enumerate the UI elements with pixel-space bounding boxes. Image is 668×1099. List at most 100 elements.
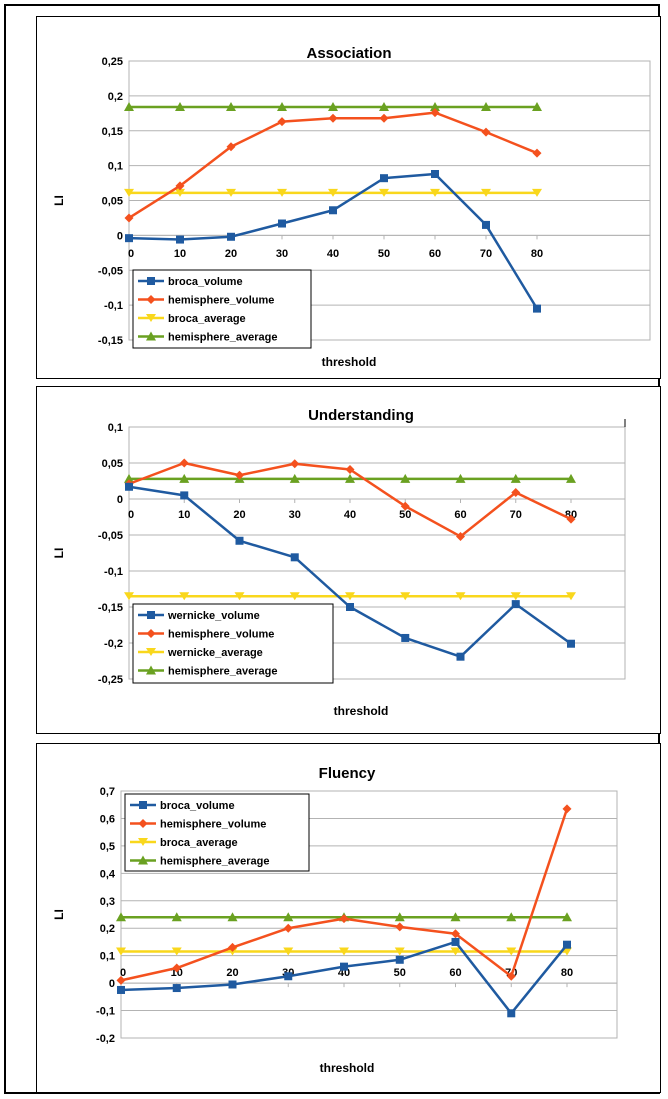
- association-point-hemisphere_volume: [124, 213, 134, 223]
- fluency-point-hemisphere_average: [227, 912, 238, 922]
- understanding-point-hemisphere_average: [455, 473, 466, 483]
- fluency-point-hemisphere_volume: [228, 942, 237, 952]
- fluency-y-tick-label: -0,1: [96, 1006, 115, 1018]
- fluency-legend-marker: [138, 838, 148, 846]
- figure-frame: -0,15 -0,1 -0,05 0 0,05 0,1 0,15 0,2 0,25 0 10 20 30…: [4, 4, 661, 1094]
- understanding-legend-marker: [146, 648, 156, 656]
- fluency-point-hemisphere_average: [562, 912, 572, 922]
- fluency-series-broca_average: [116, 947, 572, 956]
- fluency-y-tick-label: 0: [109, 978, 115, 990]
- understanding-legend-marker: [146, 629, 156, 638]
- association-point-broca_average: [379, 188, 389, 197]
- association-series-hemisphere_average: [124, 102, 542, 112]
- fluency-point-broca_volume: [172, 984, 181, 993]
- fluency-point-hemisphere_average: [283, 912, 294, 922]
- understanding-series-hemisphere_volume: [124, 458, 576, 541]
- association-title: Association: [306, 45, 391, 62]
- fluency-chart-panel: -0,2-0,100,10,20,30,40,50,60,70102030405…: [36, 743, 661, 1093]
- understanding-point-hemisphere_average: [566, 473, 576, 483]
- understanding-legend-marker: [147, 611, 155, 619]
- understanding-point-wernicke_average: [566, 592, 576, 601]
- understanding-y-tick-label: 0,05: [102, 458, 123, 470]
- understanding-x-tick-label: 0: [128, 509, 134, 521]
- fluency-point-broca_volume: [117, 985, 125, 994]
- understanding-x-tick-label: 70: [510, 509, 522, 521]
- fluency-point-hemisphere_volume: [116, 975, 126, 985]
- fluency-point-hemisphere_volume: [339, 914, 349, 924]
- association-point-hemisphere_average: [481, 102, 491, 112]
- association-point-broca_average: [124, 188, 134, 197]
- fluency-point-hemisphere_volume: [506, 971, 516, 981]
- understanding-point-hemisphere_average: [289, 473, 300, 483]
- association-chart-panel: -0,15 -0,1 -0,05 0 0,05 0,1 0,15 0,2 0,25 0 10 20 30…: [36, 16, 661, 379]
- understanding-point-wernicke_average: [400, 592, 411, 601]
- association-chart: -0,15 -0,1 -0,05 0 0,05 0,1 0,15 0,2 0,25 0 10 20 30…: [52, 45, 651, 369]
- understanding-x-tick-label: 60: [454, 509, 466, 521]
- understanding-x-tick-label: 20: [233, 509, 245, 521]
- association-x-tick-label: 20: [225, 248, 237, 260]
- fluency-point-hemisphere_volume: [562, 804, 572, 814]
- association-point-broca_average: [481, 188, 491, 197]
- fluency-y-tick-label: 0,6: [100, 813, 115, 825]
- association-y-tick-label: -0,05: [98, 265, 123, 277]
- understanding-point-wernicke_volume: [346, 603, 354, 611]
- understanding-point-wernicke_average: [234, 592, 245, 601]
- fluency-y-tick-label: 0,3: [100, 896, 115, 908]
- fluency-legend: broca_volume hemisphere_volume broca_avera…: [124, 793, 310, 872]
- understanding-y-tick-label: -0,05: [98, 530, 123, 542]
- association-point-broca_average: [175, 188, 185, 197]
- association-point-broca_average: [277, 188, 287, 197]
- understanding-series-hemisphere_average: [124, 473, 576, 483]
- association-point-broca_average: [430, 188, 440, 197]
- association-legend-marker: [147, 277, 155, 285]
- association-point-hemisphere_average: [175, 102, 185, 112]
- fluency-point-hemisphere_volume: [395, 922, 405, 932]
- association-point-broca_volume: [482, 220, 490, 229]
- fluency-series-hemisphere_volume: [116, 804, 572, 985]
- association-point-broca_volume: [329, 206, 337, 215]
- understanding-x-tick-label: 50: [399, 509, 411, 521]
- fluency-legend-box: [124, 793, 310, 872]
- understanding-point-wernicke_average: [179, 592, 190, 601]
- association-y-tick-label: 0,2: [108, 91, 123, 103]
- association-y-axis-label: LI: [52, 195, 66, 206]
- association-series-broca_volume: [125, 169, 541, 313]
- fluency-x-tick-label: 60: [449, 967, 461, 979]
- association-point-hemisphere_volume: [277, 117, 287, 127]
- understanding-x-tick-label: 30: [289, 509, 301, 521]
- association-point-broca_average: [226, 188, 236, 197]
- understanding-legend: wernicke_volume hemisphere_volume wernicke…: [132, 603, 334, 684]
- fluency-point-hemisphere_average: [506, 912, 517, 922]
- association-x-tick-label: 30: [276, 248, 288, 260]
- understanding-title: Understanding: [308, 407, 414, 424]
- understanding-point-wernicke_average: [510, 592, 521, 601]
- fluency-point-broca_volume: [340, 962, 348, 971]
- understanding-point-hemisphere_volume: [456, 531, 465, 541]
- association-point-hemisphere_volume: [430, 108, 440, 118]
- association-y-tick-label: -0,1: [104, 300, 123, 312]
- understanding-point-hemisphere_volume: [400, 501, 410, 511]
- fluency-y-tick-label: 0,7: [100, 786, 115, 798]
- understanding-legend-marker: [146, 665, 156, 675]
- fluency-point-hemisphere_average: [116, 912, 126, 922]
- fluency-title: Fluency: [319, 765, 376, 782]
- understanding-series-wernicke_average: [124, 592, 576, 601]
- association-y-tick-label: 0,25: [102, 56, 123, 68]
- understanding-point-hemisphere_volume: [511, 488, 521, 498]
- fluency-point-broca_volume: [395, 955, 404, 964]
- understanding-y-tick-label: 0,1: [108, 422, 123, 434]
- association-legend-marker: [146, 331, 156, 341]
- fluency-x-tick-label: 10: [171, 967, 183, 979]
- fluency-point-broca_average: [394, 947, 405, 956]
- association-legend: broca_volume hemisphere_volume broca_avera…: [132, 269, 312, 349]
- fluency-legend-marker: [138, 819, 148, 828]
- association-series-broca_average: [124, 188, 542, 197]
- association-x-tick-label: 60: [429, 248, 441, 260]
- association-point-hemisphere_average: [379, 102, 389, 112]
- understanding-point-hemisphere_volume: [235, 470, 244, 480]
- fluency-point-broca_volume: [451, 937, 460, 946]
- fluency-point-broca_average: [339, 947, 349, 956]
- association-point-broca_volume: [380, 174, 388, 183]
- understanding-x-axis-label: threshold: [334, 704, 389, 718]
- fluency-point-broca_average: [450, 947, 461, 956]
